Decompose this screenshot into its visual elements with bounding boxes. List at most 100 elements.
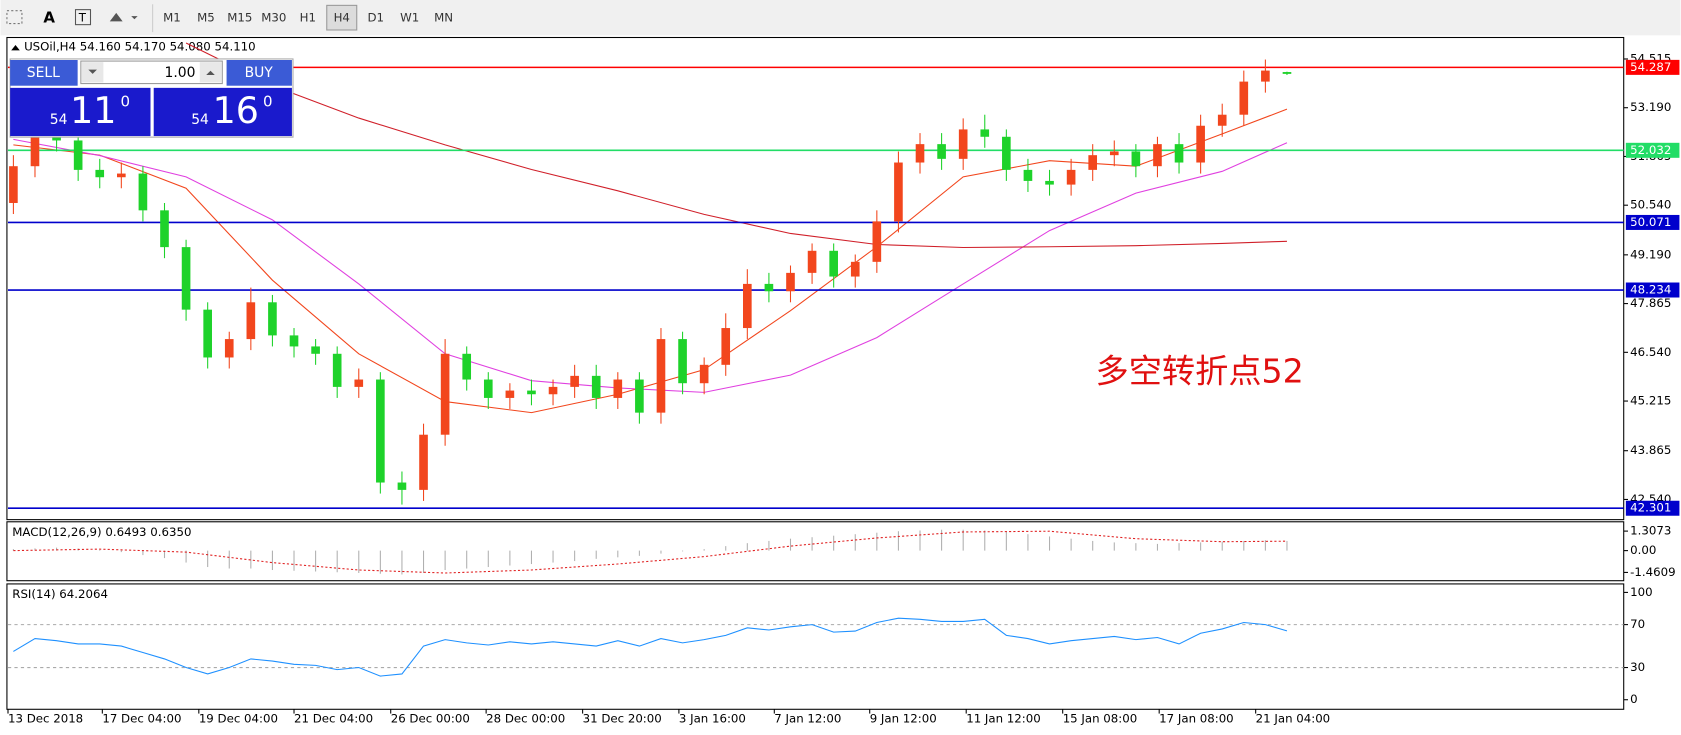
- timeframe-button[interactable]: H1: [300, 11, 316, 25]
- x-tick-label: 15 Jan 08:00: [1063, 711, 1138, 725]
- candle-body: [1239, 81, 1249, 115]
- sell-label[interactable]: SELL: [27, 65, 60, 81]
- collapse-icon: [11, 45, 20, 51]
- y-tick-label: 45.215: [1630, 394, 1671, 408]
- macd-signal: [13, 530, 1287, 574]
- x-tick-label: 13 Dec 2018: [8, 711, 83, 725]
- level-label-bg: [1625, 282, 1680, 298]
- candle-body: [613, 379, 623, 398]
- candle-body: [311, 346, 320, 354]
- timeframe-button[interactable]: M5: [197, 11, 215, 25]
- candle-body: [980, 129, 990, 137]
- buy-label[interactable]: BUY: [245, 65, 274, 81]
- candle-body: [721, 328, 731, 365]
- x-tick-label: 28 Dec 00:00: [486, 711, 565, 725]
- level-label: 50.071: [1630, 215, 1671, 229]
- candle-body: [1131, 151, 1141, 167]
- sell-price-sup: 0: [121, 92, 131, 110]
- level-label-bg: [1625, 214, 1680, 230]
- candle-body: [678, 339, 687, 384]
- candle-body: [1217, 114, 1227, 126]
- timeframe-button[interactable]: W1: [400, 11, 419, 25]
- buy-button[interactable]: [226, 60, 292, 86]
- candle-body: [397, 482, 407, 490]
- candle-body: [203, 309, 212, 358]
- timeframe-button[interactable]: M30: [261, 11, 286, 25]
- candle-body: [570, 375, 579, 387]
- candle-body: [872, 221, 882, 262]
- chart-title: USOil,H4 54.160 54.170 54.080 54.110: [24, 40, 256, 54]
- x-tick-label: 3 Jan 16:00: [679, 711, 746, 725]
- candle-body: [1174, 144, 1184, 163]
- candle-body: [1023, 169, 1033, 181]
- x-tick-label: 17 Jan 08:00: [1159, 711, 1234, 725]
- x-tick-label: 26 Dec 00:00: [391, 711, 470, 725]
- x-tick-label: 7 Jan 12:00: [774, 711, 841, 725]
- candle-body: [807, 250, 817, 273]
- candle-body: [138, 173, 148, 211]
- candle-body: [1261, 70, 1270, 82]
- candle-body: [591, 375, 601, 398]
- annotation: 多空转折点52: [1096, 351, 1304, 390]
- rsi-line: [13, 617, 1288, 677]
- y-tick-label: 30: [1630, 660, 1645, 674]
- lot-value[interactable]: 1.00: [165, 65, 196, 81]
- macd-title: MACD(12,26,9) 0.6493 0.6350: [12, 525, 191, 539]
- y-tick-label: 53.190: [1630, 100, 1671, 114]
- buy-price-big: 16: [213, 89, 259, 132]
- lot-input[interactable]: [80, 60, 223, 85]
- candle-body: [1066, 169, 1076, 185]
- buy-price-prefix: 54: [191, 112, 209, 128]
- level-label: 52.032: [1630, 143, 1671, 157]
- x-tick-label: 19 Dec 04:00: [199, 711, 278, 725]
- x-tick-label: 11 Jan 12:00: [966, 711, 1041, 725]
- candle-body: [224, 339, 234, 358]
- timeframe-button[interactable]: H4: [334, 11, 350, 25]
- candle-body: [289, 335, 299, 347]
- candle-body: [699, 364, 709, 384]
- timeframe-button[interactable]: D1: [367, 11, 384, 25]
- candle-body: [743, 283, 752, 329]
- candle-body: [160, 210, 169, 248]
- candle-body: [73, 140, 83, 170]
- candle-body: [548, 386, 558, 395]
- x-tick-label: 9 Jan 12:00: [870, 711, 937, 725]
- y-tick-label: 50.540: [1630, 198, 1671, 212]
- x-tick-label: 17 Dec 04:00: [102, 711, 181, 725]
- x-tick-label: 21 Jan 04:00: [1256, 711, 1331, 725]
- candle-body: [1153, 144, 1162, 167]
- sell-price-box[interactable]: [10, 87, 151, 137]
- candle-body: [376, 379, 385, 483]
- timeframe-button[interactable]: M15: [227, 11, 252, 25]
- svg-text:A: A: [43, 9, 55, 27]
- candle-body: [829, 250, 838, 277]
- candle-body: [419, 434, 428, 490]
- candle-body: [1088, 155, 1098, 170]
- x-tick-label: 31 Dec 20:00: [583, 711, 662, 725]
- rsi-panel: [6, 583, 1625, 710]
- y-tick-label: 0: [1630, 692, 1638, 706]
- sell-button[interactable]: [10, 60, 78, 86]
- candle-body: [1002, 136, 1011, 170]
- candle-body: [462, 353, 472, 380]
- candle-body: [1109, 151, 1119, 156]
- candle-body: [95, 169, 105, 178]
- candle-body: [850, 261, 860, 277]
- level-label-bg: [1625, 59, 1680, 75]
- one-click-trading: SELL 1.00 BUY 54 11 0 54 16 0: [9, 58, 294, 138]
- level-label: 42.301: [1630, 501, 1671, 515]
- timeframe-button[interactable]: MN: [434, 11, 453, 25]
- level-label: 54.287: [1630, 60, 1671, 74]
- toolbar-icons: A T: [6, 4, 154, 33]
- candle-body: [332, 353, 342, 387]
- candle-body: [246, 302, 256, 340]
- level-label: 48.234: [1630, 283, 1671, 297]
- candle-body: [354, 379, 364, 387]
- candle-body: [1196, 125, 1205, 163]
- level-label-bg: [1625, 500, 1680, 516]
- timeframe-button[interactable]: M1: [163, 11, 181, 25]
- candle-body: [635, 379, 644, 413]
- buy-price-box[interactable]: [153, 87, 292, 137]
- price-panel: [6, 36, 1625, 521]
